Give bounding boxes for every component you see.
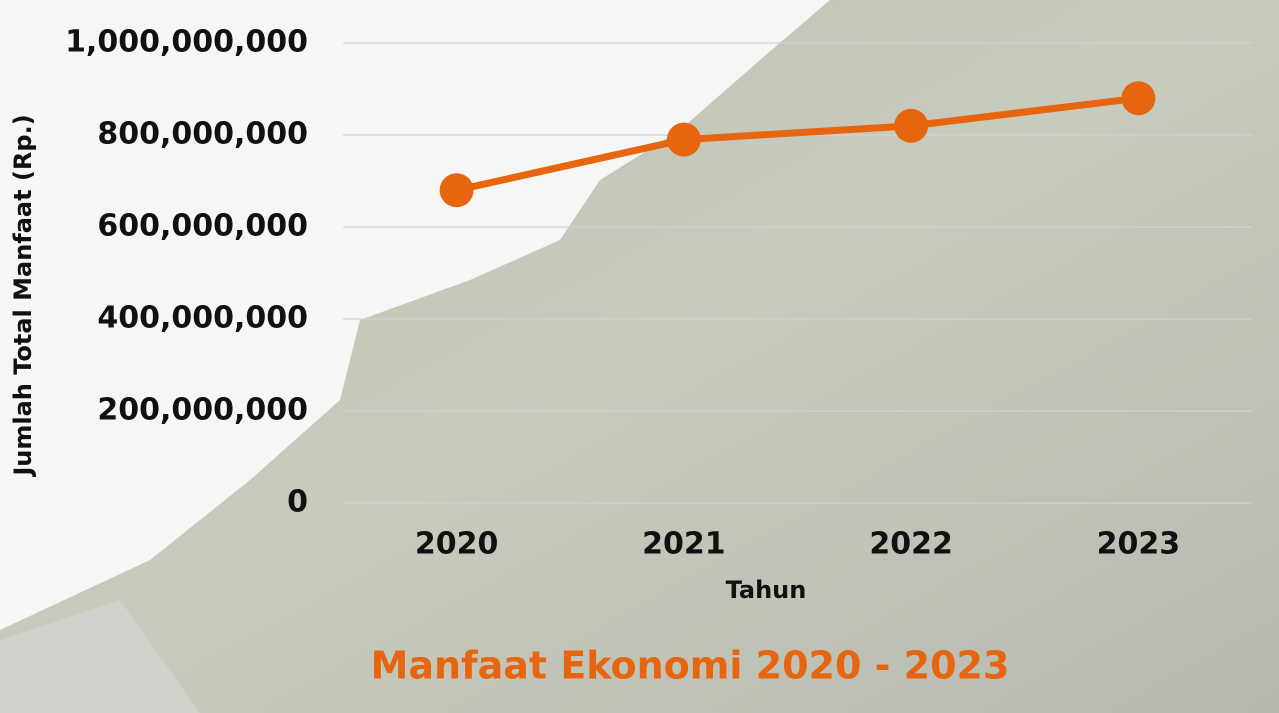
y-tick-label: 400,000,000: [97, 301, 308, 336]
chart: Manfaat Ekonomi 2020 - 2023 Tahun Jumlah…: [0, 0, 1279, 713]
point: [894, 109, 928, 143]
y-tick-label: 1,000,000,000: [65, 25, 308, 60]
x-tick-label: 2022: [869, 527, 953, 562]
y-tick-label: 0: [287, 485, 308, 520]
point: [440, 173, 474, 207]
x-tick-label: 2021: [642, 527, 726, 562]
x-tick-label: 2020: [415, 527, 499, 562]
point: [667, 123, 701, 157]
y-tick-label: 800,000,000: [97, 117, 308, 152]
point: [1121, 81, 1155, 115]
y-axis-title: Jumlah Total Manfaat (Rp.): [9, 114, 37, 477]
chart-title: Manfaat Ekonomi 2020 - 2023: [371, 644, 1010, 688]
y-tick-label: 600,000,000: [97, 209, 308, 244]
x-tick-label: 2023: [1097, 527, 1181, 562]
x-axis-title: Tahun: [726, 576, 807, 604]
y-tick-label: 200,000,000: [97, 393, 308, 428]
page: {"chart_data": {"type": "line", "title":…: [0, 0, 1279, 713]
